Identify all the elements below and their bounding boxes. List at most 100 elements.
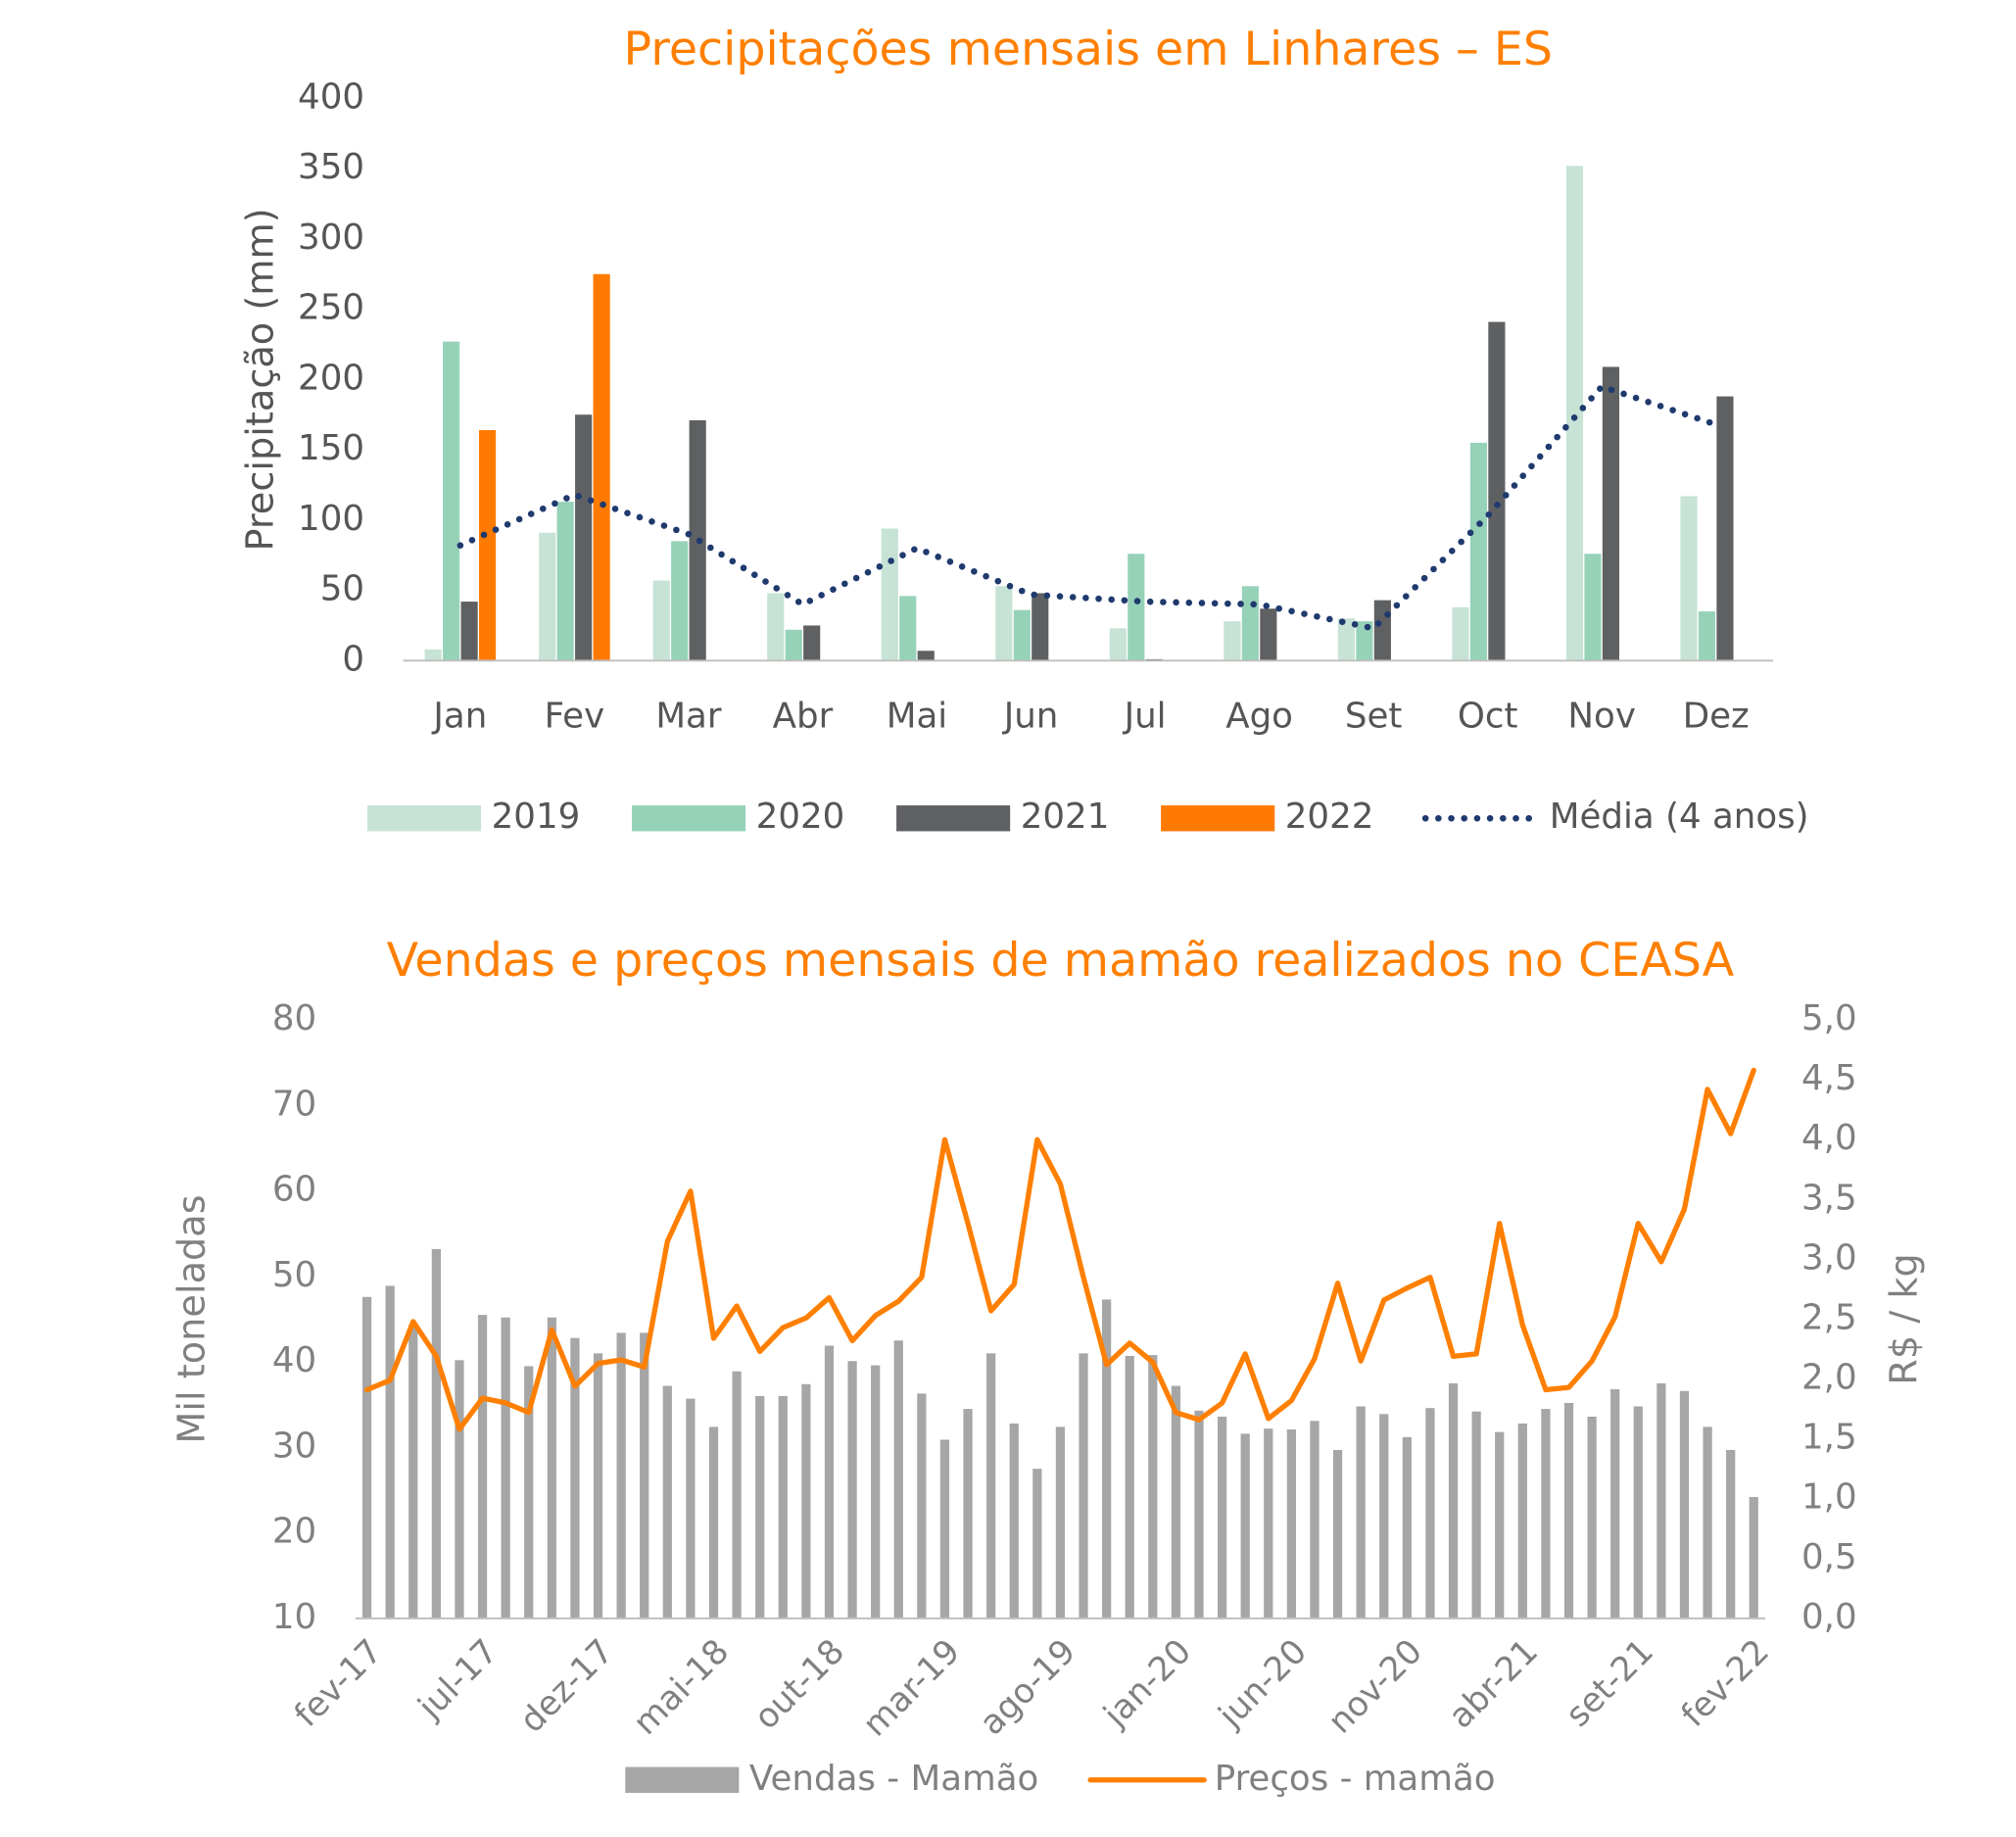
bar: [652, 580, 670, 661]
bar: [1680, 496, 1698, 661]
x-tick-label: Jun: [1002, 696, 1059, 736]
bar: [767, 593, 785, 661]
bar: [460, 602, 478, 661]
bar: [1264, 1428, 1273, 1619]
x-tick-label: Jan: [431, 696, 487, 736]
bar: [1565, 166, 1584, 661]
bar: [1584, 554, 1602, 661]
bar: [1240, 1433, 1250, 1619]
bar: [1679, 1390, 1690, 1619]
bar: [801, 1383, 811, 1619]
bar: [361, 1296, 372, 1619]
y-tick-label: 350: [298, 147, 364, 187]
bar: [1337, 618, 1355, 661]
bar: [1541, 1409, 1551, 1619]
bar: [556, 502, 574, 661]
y-tick-label: 300: [298, 218, 364, 258]
line-series: [363, 1067, 1756, 1432]
bar: [1698, 611, 1716, 661]
bar: [616, 1332, 626, 1619]
bar: [1448, 1382, 1459, 1619]
y2-tick-label: 1,5: [1801, 1418, 1857, 1458]
bar: [539, 532, 556, 661]
bar: [732, 1371, 742, 1619]
bar: [1517, 1423, 1527, 1619]
bar: [1656, 1382, 1666, 1619]
legend-swatch: [367, 805, 482, 832]
bar: [1310, 1421, 1320, 1619]
bar: [1716, 396, 1734, 661]
bar: [1286, 1429, 1296, 1619]
bar: [893, 1340, 903, 1619]
bar: [593, 273, 610, 661]
bar: [1128, 554, 1145, 661]
legend-swatch: [1161, 805, 1275, 832]
bar: [1102, 1299, 1112, 1619]
x-tick-label: Set: [1345, 696, 1403, 736]
legend-label: 2022: [1285, 797, 1374, 837]
legend: 2019 2020 2021 2022 Média (4 anos): [367, 797, 1809, 837]
x-tick-label: Jul: [1123, 696, 1167, 736]
legend-label: 2019: [492, 797, 581, 837]
bar: [1125, 1355, 1134, 1619]
bar: [899, 596, 917, 661]
bar: [778, 1395, 788, 1619]
bar: [1425, 1408, 1435, 1619]
bar: [1194, 1410, 1204, 1619]
bar: [408, 1325, 418, 1619]
y-tick-label: 10: [272, 1597, 316, 1637]
legend-swatch: [632, 805, 746, 832]
x-tick-label: dez-17: [512, 1632, 621, 1741]
bar: [1332, 1449, 1343, 1619]
bar: [424, 649, 442, 661]
bar: [1009, 1423, 1019, 1619]
bar: [593, 1353, 603, 1619]
legend-label: 2021: [1021, 797, 1110, 837]
y-axis-title: Mil toneladas: [169, 1194, 214, 1443]
bar: [1109, 628, 1127, 661]
y2-tick-label: 4,5: [1801, 1058, 1857, 1098]
bar: [640, 1332, 649, 1619]
y-tick-label: 200: [298, 358, 364, 398]
bar: [881, 528, 898, 661]
x-tick-label: out-18: [747, 1632, 853, 1738]
bar: [686, 1398, 696, 1619]
x-tick-label: fev-22: [1674, 1632, 1777, 1735]
bar: [1241, 586, 1259, 661]
bar: [1471, 1411, 1481, 1619]
bar: [1055, 1426, 1066, 1619]
bar: [1079, 1353, 1088, 1619]
legend-label: Vendas - Mamão: [749, 1759, 1038, 1799]
bar: [1032, 593, 1049, 661]
bar: [1749, 1496, 1758, 1619]
bar: [443, 341, 460, 661]
bar: [755, 1395, 765, 1619]
y-tick-label: 0: [342, 639, 364, 679]
bar: [785, 629, 802, 661]
x-tick-label: Dez: [1683, 696, 1750, 736]
y-tick-label: 50: [272, 1255, 316, 1295]
x-tick-label: nov-20: [1320, 1632, 1430, 1742]
bar: [939, 1439, 950, 1619]
x-tick-label: jun-20: [1211, 1632, 1315, 1736]
bar: [871, 1365, 881, 1619]
x-tick-label: Mar: [655, 696, 722, 736]
bar: [1032, 1469, 1042, 1619]
y-tick-label: 400: [298, 76, 364, 117]
bar: [385, 1285, 395, 1619]
chart-title: Precipitações mensais em Linhares – ES: [624, 23, 1553, 76]
bar: [708, 1426, 719, 1619]
y-tick-label: 250: [298, 288, 364, 328]
x-tick-label: mar-19: [855, 1632, 968, 1745]
bar: [575, 414, 593, 661]
bar: [478, 430, 497, 661]
bar: [1224, 621, 1241, 661]
bar: [1452, 606, 1469, 661]
bar: [847, 1361, 857, 1619]
x-tick-label: ago-19: [973, 1632, 1083, 1743]
bar: [1469, 442, 1487, 661]
bar: [1726, 1449, 1736, 1619]
x-tick-label: jan-20: [1095, 1632, 1199, 1736]
legend-swatch: [896, 805, 1011, 832]
